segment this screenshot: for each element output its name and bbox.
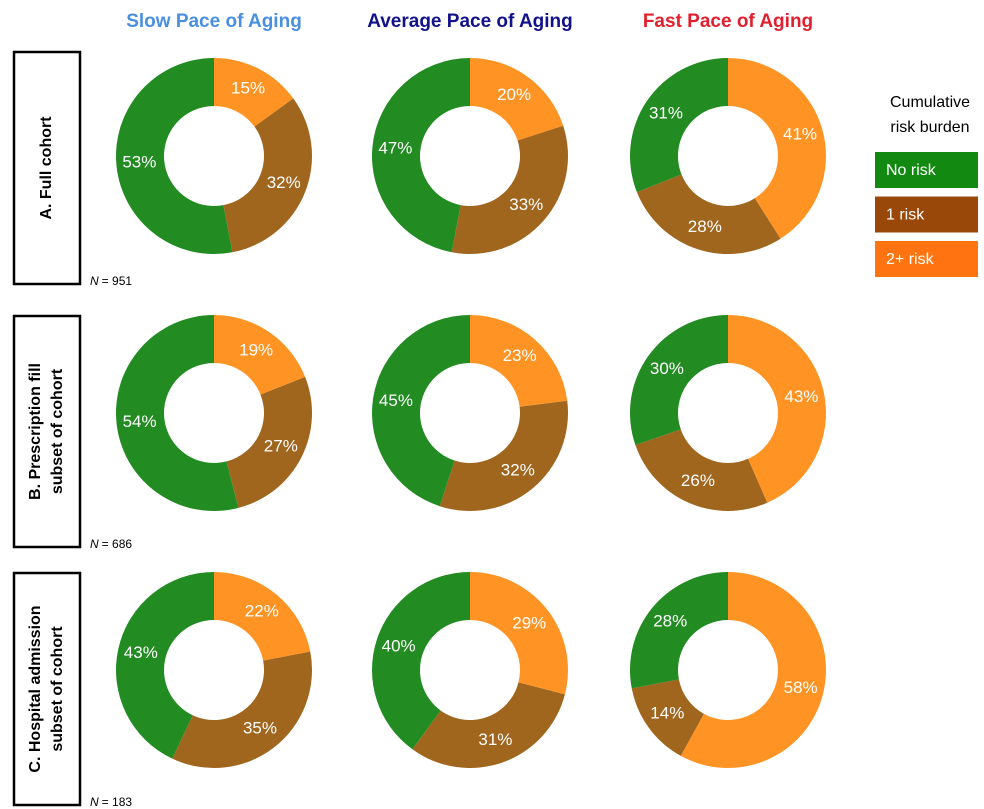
row-label: C. Hospital admission (27, 605, 44, 772)
slice-label: 14% (650, 704, 684, 723)
donut-slice (680, 572, 827, 769)
donut-slice (636, 174, 781, 255)
donut-slice (728, 315, 827, 503)
donut-slice (214, 315, 306, 395)
donut-slice (470, 315, 568, 407)
donut-slice (470, 58, 564, 141)
legend-swatch (875, 241, 978, 277)
slice-label: 40% (382, 636, 416, 655)
slice-label: 28% (688, 217, 722, 236)
donut-slice (115, 58, 233, 254)
sample-size: N = 951 (90, 274, 132, 288)
slice-label: 33% (509, 195, 543, 214)
donut-slice (630, 58, 728, 193)
donut-slice (115, 315, 239, 512)
slice-label: 54% (123, 412, 157, 431)
row-label: subset of cohort (49, 626, 66, 752)
donut-slice (214, 572, 311, 661)
slice-label: 27% (264, 437, 298, 456)
row-label-box (12, 571, 82, 807)
donut-slice (439, 400, 568, 512)
slice-label: 28% (653, 612, 687, 631)
donut-slice (412, 682, 565, 768)
slice-label: 45% (379, 391, 413, 410)
legend-label: 2+ risk (886, 251, 935, 268)
slice-label: 43% (124, 643, 158, 662)
donut-slice (629, 572, 728, 689)
sample-value: = 686 (102, 537, 133, 551)
legend-title: risk burden (890, 119, 969, 136)
row-label: A. Full cohort (38, 116, 55, 220)
slice-label: 30% (650, 359, 684, 378)
donut-slice (728, 58, 827, 239)
donut-slice (631, 679, 704, 756)
donut-slice (214, 58, 294, 127)
slice-label: 15% (231, 79, 265, 98)
slice-label: 31% (478, 730, 512, 749)
sample-value: = 951 (102, 274, 133, 288)
slice-label: 22% (245, 602, 279, 621)
donut-slice (635, 429, 768, 512)
slice-label: 26% (681, 471, 715, 490)
slice-label: 35% (243, 719, 277, 738)
slice-label: 32% (267, 173, 301, 192)
legend-label: 1 risk (886, 207, 925, 224)
donut-slice (372, 58, 470, 253)
column-title: Fast Pace of Aging (643, 11, 813, 32)
donut-slice (629, 314, 728, 446)
legend-label: No risk (886, 162, 937, 179)
slice-label: 32% (501, 460, 535, 479)
slice-label: 41% (783, 125, 817, 144)
slice-label: 23% (503, 346, 537, 365)
slice-label: 29% (512, 614, 546, 633)
row-label: subset of cohort (49, 368, 66, 494)
donut-slice (371, 572, 470, 750)
donut-slice (116, 572, 214, 759)
sample-size: N = 183 (90, 795, 132, 809)
donut-slice (226, 376, 312, 508)
slice-label: 20% (497, 85, 531, 104)
slice-label: 19% (239, 340, 273, 359)
legend-swatch (875, 152, 978, 188)
column-title: Slow Pace of Aging (126, 11, 302, 32)
column-title: Average Pace of Aging (367, 11, 573, 32)
donut-slice (223, 98, 312, 253)
sample-symbol: N (90, 274, 99, 288)
sample-symbol: N (90, 795, 99, 809)
sample-symbol: N (90, 537, 99, 551)
row-label-box (12, 314, 82, 549)
sample-value: = 183 (102, 795, 133, 809)
donut-slice (172, 651, 312, 768)
legend-title: Cumulative (890, 94, 970, 111)
donut-slice (470, 572, 568, 695)
sample-size: N = 686 (90, 537, 132, 551)
slice-label: 58% (784, 678, 818, 697)
slice-label: 53% (122, 153, 156, 172)
slice-label: 47% (378, 138, 412, 157)
donut-slice (372, 315, 470, 507)
row-label: B. Prescription fill (27, 363, 44, 500)
slice-label: 31% (649, 103, 683, 122)
slice-label: 43% (784, 387, 818, 406)
row-label-box (12, 50, 82, 286)
donut-slice (451, 125, 568, 254)
legend-swatch (875, 196, 978, 233)
